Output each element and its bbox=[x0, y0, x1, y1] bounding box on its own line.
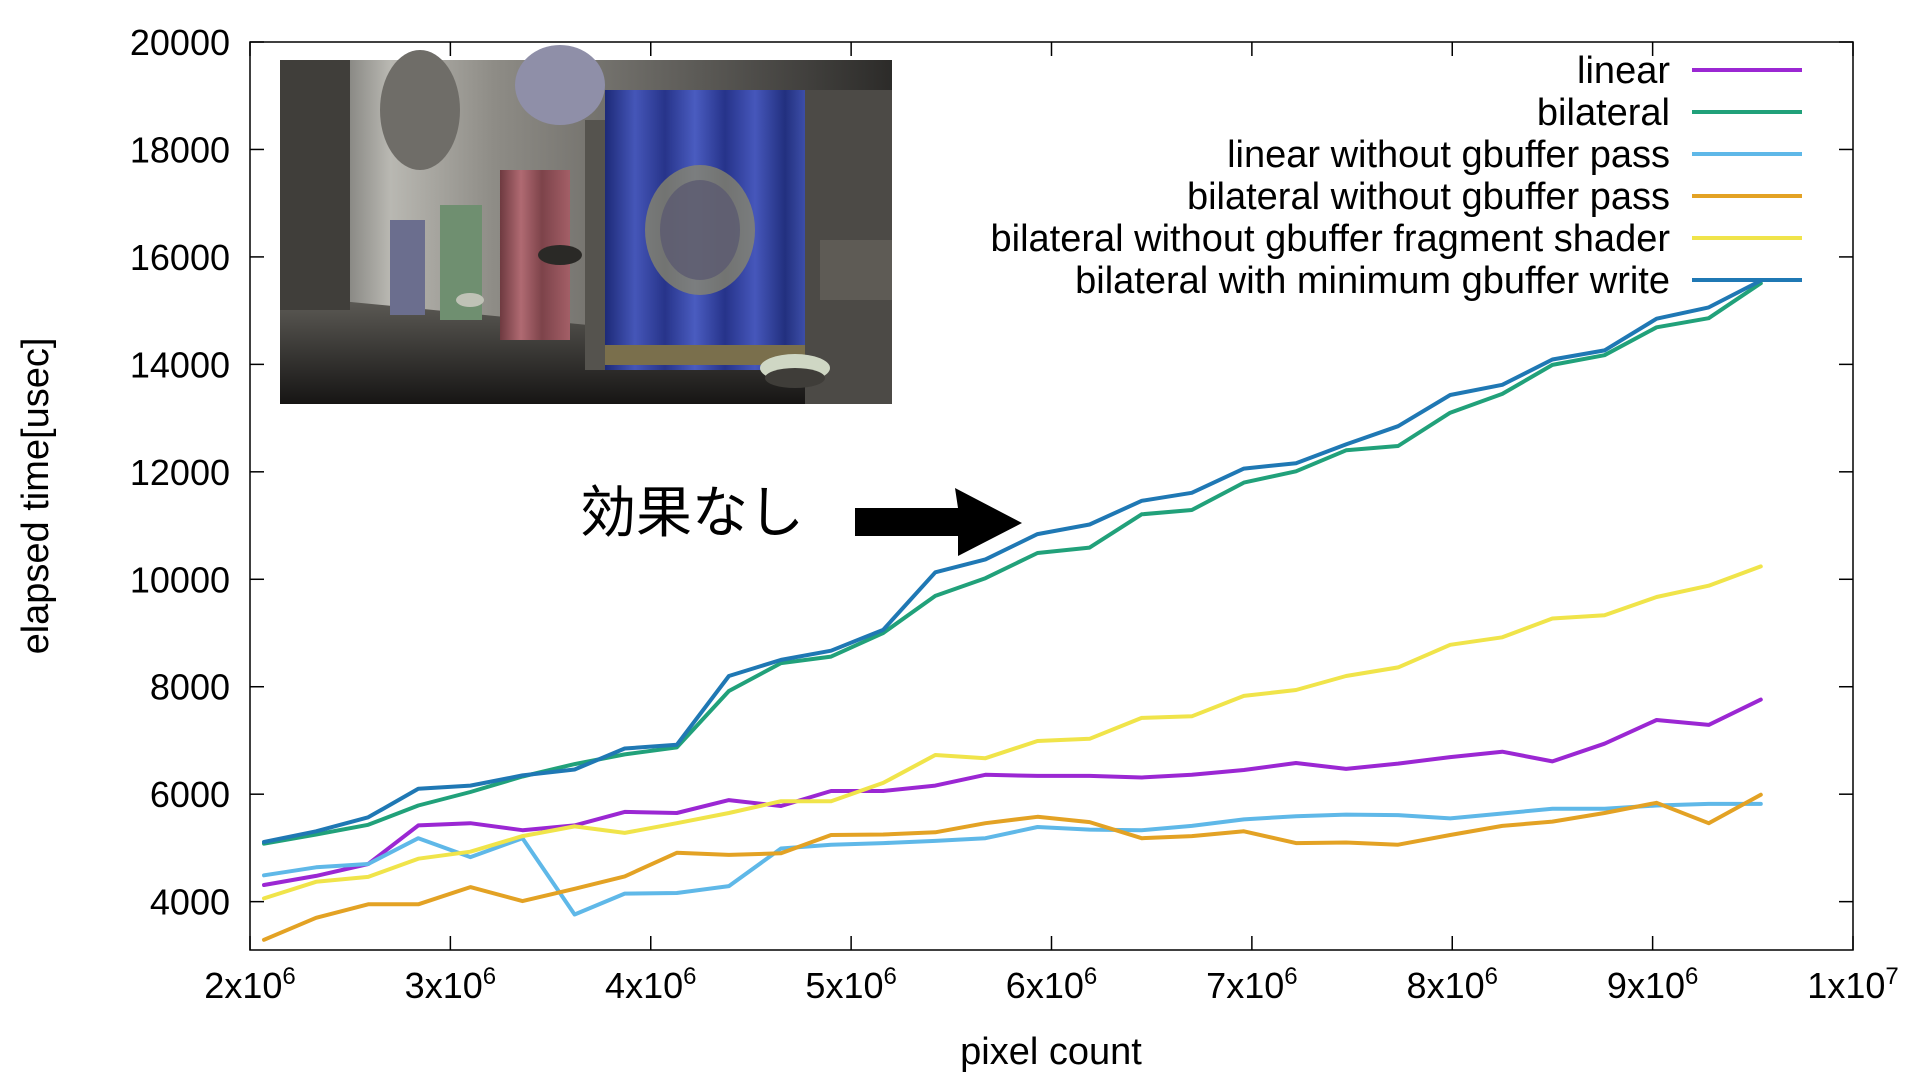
x-tick-label: 2x106 bbox=[204, 963, 295, 1006]
x-tick-mantissa: 1 bbox=[1807, 965, 1827, 1006]
series-line-1 bbox=[262, 697, 1763, 887]
x-tick-label: 7x106 bbox=[1206, 963, 1297, 1006]
x-tick-mantissa: 3 bbox=[405, 965, 425, 1006]
legend-label: linear without gbuffer pass bbox=[1227, 134, 1670, 176]
x-tick-exponent: 6 bbox=[883, 963, 896, 990]
x-tick-base: x10 bbox=[425, 965, 483, 1006]
annotation: 効果なし bbox=[580, 481, 1022, 556]
x-tick-mantissa: 2 bbox=[204, 965, 224, 1006]
y-tick-label: 10000 bbox=[130, 559, 230, 600]
y-tick-label: 14000 bbox=[130, 344, 230, 385]
x-tick-exponent: 6 bbox=[483, 963, 496, 990]
x-tick-exponent: 6 bbox=[1485, 963, 1498, 990]
x-tick-base: x10 bbox=[1026, 965, 1084, 1006]
x-tick-exponent: 6 bbox=[1685, 963, 1698, 990]
y-axis-label: elapsed time[usec] bbox=[15, 338, 57, 655]
x-axis-label: pixel count bbox=[960, 1031, 1142, 1073]
x-tick-exponent: 6 bbox=[1284, 963, 1297, 990]
x-tick-base: x10 bbox=[1827, 965, 1885, 1006]
x-tick-label: 9x106 bbox=[1607, 963, 1698, 1006]
x-tick-mantissa: 8 bbox=[1407, 965, 1427, 1006]
axis-ticks: 4000 6000 8000 10000 12000 14000 16000 18000 200… bbox=[130, 22, 1899, 1006]
legend-label: bilateral with minimum gbuffer write bbox=[1075, 260, 1670, 302]
series-line-5 bbox=[262, 564, 1763, 901]
y-tick-label: 18000 bbox=[130, 129, 230, 170]
legend-label: bilateral without gbuffer fragment shade… bbox=[991, 218, 1671, 260]
legend-label: bilateral without gbuffer pass bbox=[1187, 176, 1670, 218]
y-tick-label: 16000 bbox=[130, 237, 230, 278]
x-tick-label: 6x106 bbox=[1006, 963, 1097, 1006]
legend-label: bilateral bbox=[1537, 92, 1670, 134]
y-tick-label: 4000 bbox=[150, 882, 230, 923]
x-tick-mantissa: 5 bbox=[805, 965, 825, 1006]
annotation-arrow bbox=[855, 488, 1022, 556]
inset-scene-image bbox=[280, 45, 892, 404]
x-tick-base: x10 bbox=[825, 965, 883, 1006]
x-tick-base: x10 bbox=[1627, 965, 1685, 1006]
annotation-text: 効果なし bbox=[580, 481, 804, 544]
x-tick-exponent: 7 bbox=[1885, 963, 1898, 990]
x-tick-label: 5x106 bbox=[805, 963, 896, 1006]
x-tick-exponent: 6 bbox=[282, 963, 295, 990]
x-tick-exponent: 6 bbox=[683, 963, 696, 990]
series-line-6 bbox=[262, 278, 1763, 844]
x-tick-label: 1x107 bbox=[1807, 963, 1898, 1006]
legend-label: linear bbox=[1577, 50, 1670, 92]
x-tick-base: x10 bbox=[1226, 965, 1284, 1006]
y-tick-label: 20000 bbox=[130, 22, 230, 63]
x-tick-mantissa: 9 bbox=[1607, 965, 1627, 1006]
x-tick-base: x10 bbox=[625, 965, 683, 1006]
x-tick-mantissa: 7 bbox=[1206, 965, 1226, 1006]
x-tick-exponent: 6 bbox=[1084, 963, 1097, 990]
series-line-4 bbox=[262, 792, 1763, 942]
series-lines bbox=[262, 278, 1763, 942]
y-tick-label: 8000 bbox=[150, 667, 230, 708]
x-tick-mantissa: 4 bbox=[605, 965, 625, 1006]
x-tick-mantissa: 6 bbox=[1006, 965, 1026, 1006]
series-line-3 bbox=[262, 801, 1763, 917]
x-tick-label: 8x106 bbox=[1407, 963, 1498, 1006]
x-tick-base: x10 bbox=[1427, 965, 1485, 1006]
x-tick-label: 4x106 bbox=[605, 963, 696, 1006]
x-tick-label: 3x106 bbox=[405, 963, 496, 1006]
y-tick-label: 6000 bbox=[150, 774, 230, 815]
y-tick-label: 12000 bbox=[130, 452, 230, 493]
x-tick-base: x10 bbox=[224, 965, 282, 1006]
